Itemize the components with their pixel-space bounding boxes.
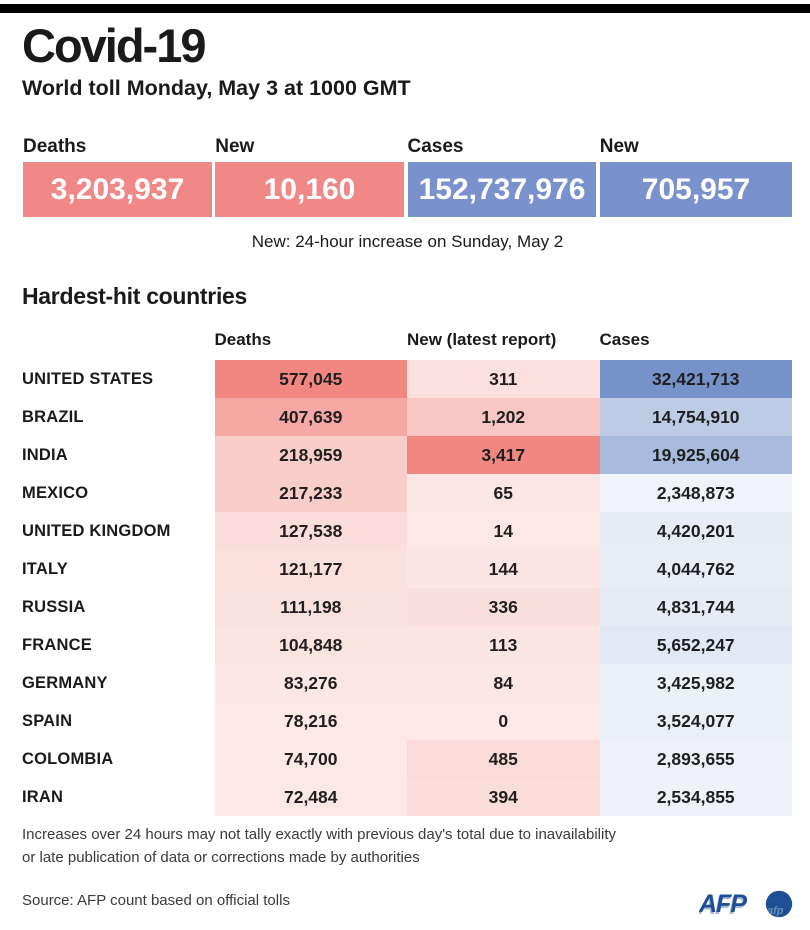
svg-text:AFP: AFP	[699, 890, 747, 918]
svg-text:afp: afp	[767, 905, 784, 917]
